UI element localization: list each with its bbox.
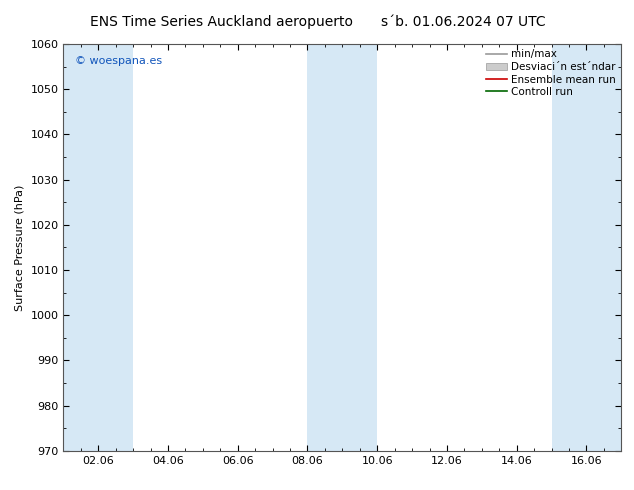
Legend: min/max, Desviaci´n est´ndar, Ensemble mean run, Controll run: min/max, Desviaci´n est´ndar, Ensemble m… xyxy=(483,46,619,100)
Bar xyxy=(307,44,377,451)
Bar xyxy=(552,44,621,451)
Bar xyxy=(63,44,133,451)
Y-axis label: Surface Pressure (hPa): Surface Pressure (hPa) xyxy=(15,184,25,311)
Text: ENS Time Series Auckland aeropuerto: ENS Time Series Auckland aeropuerto xyxy=(91,15,353,29)
Text: s´b. 01.06.2024 07 UTC: s´b. 01.06.2024 07 UTC xyxy=(380,15,545,29)
Text: © woespana.es: © woespana.es xyxy=(75,56,162,66)
